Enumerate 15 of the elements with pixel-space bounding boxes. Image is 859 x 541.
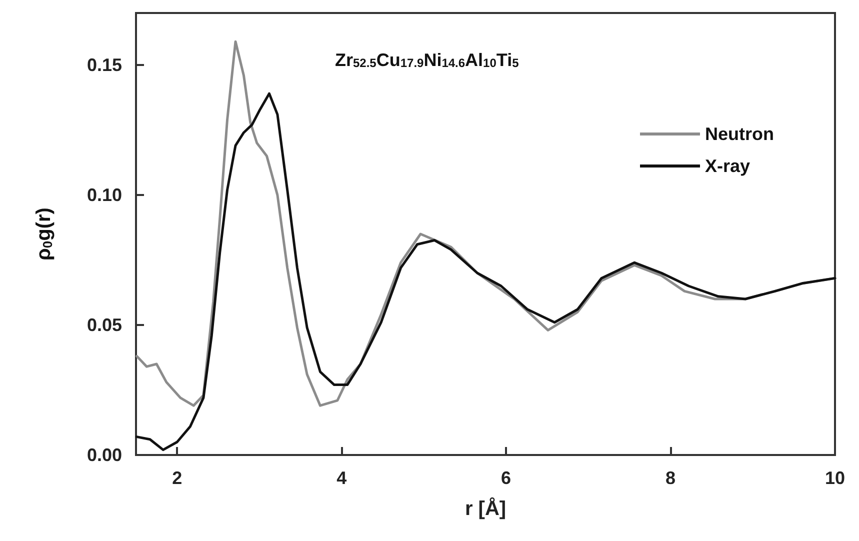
legend-label: Neutron [705,124,774,144]
x-tick-label: 10 [824,468,846,488]
x-axis-title: r [Å] [464,497,506,520]
x-tick-label: 4 [336,468,347,488]
line-series [136,92,836,452]
legend-label: X-ray [705,156,750,176]
chart-title: Zr52.5Cu17.9Ni14.6Al10Ti5 [335,50,519,70]
y-axis-title: ρ0g(r) [33,208,55,260]
x-tick-label: 2 [172,468,182,488]
y-tick-label: 0.05 [86,315,122,335]
y-tick-label: 0.15 [86,55,122,75]
y-tick-label: 0.10 [86,185,122,205]
y-tick-label: 0.00 [86,445,122,465]
x-tick-label: 6 [501,468,512,488]
x-tick-label: 8 [666,468,676,488]
